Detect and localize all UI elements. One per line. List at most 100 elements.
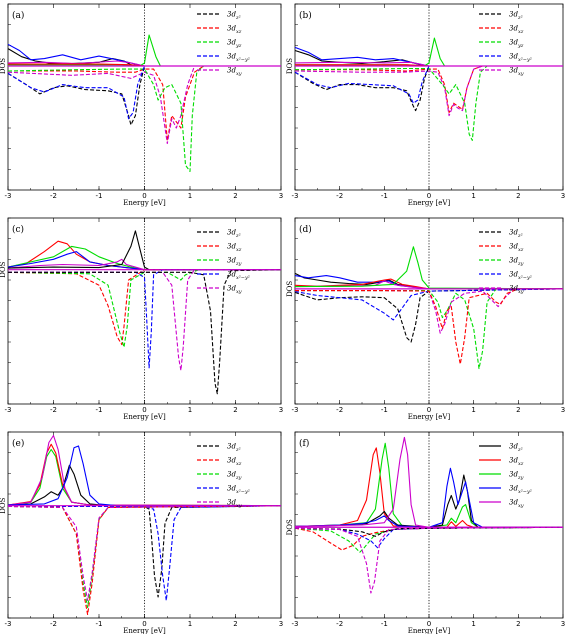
panel-a: -3 -2 -1 0 1 2 3 Energy [eV] DOS (a) 3dz² 3dxz 3dyz 3… bbox=[0, 3, 283, 207]
x-tick-label: -1 bbox=[381, 192, 388, 200]
legend-label: 3dyz bbox=[227, 39, 242, 50]
legend-label: 3dz² bbox=[509, 443, 523, 454]
panel-label: (f) bbox=[299, 438, 309, 449]
dos-curve-up bbox=[294, 436, 563, 528]
dos-curve-down bbox=[294, 288, 564, 321]
x-tick-label: 0 bbox=[427, 620, 431, 628]
legend-label: 3dxy bbox=[227, 285, 242, 296]
dos-curve-down bbox=[294, 65, 563, 104]
x-tick-label: -2 bbox=[50, 192, 57, 200]
legend-label: 3dzy bbox=[227, 257, 242, 268]
x-tick-label: -2 bbox=[336, 192, 343, 200]
legend-label: 3dx²−y² bbox=[227, 53, 250, 64]
legend-label: 3dxy bbox=[509, 285, 524, 296]
x-tick-label: 2 bbox=[516, 620, 520, 628]
x-tick-label: 0 bbox=[427, 406, 431, 414]
x-tick-label: 1 bbox=[188, 192, 192, 200]
legend-label: 3dz² bbox=[509, 11, 523, 22]
x-axis-label: Energy [eV] bbox=[408, 627, 451, 634]
dos-curve-down bbox=[8, 505, 282, 602]
dos-curve-down bbox=[7, 505, 282, 609]
dos-curve-up bbox=[7, 258, 281, 271]
legend-label: 3dxz bbox=[509, 25, 524, 36]
legend-label: 3dz² bbox=[509, 229, 523, 240]
x-tick-label: 3 bbox=[279, 620, 283, 628]
legend-label: 3dxz bbox=[227, 243, 242, 254]
x-tick-label: -3 bbox=[292, 406, 299, 414]
x-axis-label: Energy [eV] bbox=[408, 199, 451, 207]
x-tick-label: -1 bbox=[381, 620, 388, 628]
panel-label: (c) bbox=[12, 224, 24, 235]
legend-label: 3dxz bbox=[509, 457, 524, 468]
legend-label: 3dxy bbox=[509, 499, 524, 510]
legend-label: 3dx²−y² bbox=[509, 53, 532, 64]
y-axis-label: DOS bbox=[0, 497, 7, 513]
x-tick-label: 1 bbox=[471, 192, 475, 200]
legend-label: 3dzy bbox=[509, 257, 524, 268]
x-tick-label: 3 bbox=[561, 620, 565, 628]
dos-curve-up bbox=[7, 434, 282, 507]
dos-curve-down bbox=[7, 65, 281, 172]
x-tick-label: 1 bbox=[471, 620, 475, 628]
dos-curve-up bbox=[7, 230, 281, 271]
legend-label: 3dxz bbox=[227, 457, 242, 468]
legend-label: 3dz² bbox=[227, 229, 241, 240]
legend-label: 3dxz bbox=[227, 25, 242, 36]
x-tick-label: 3 bbox=[279, 406, 283, 414]
legend-label: 3dxz bbox=[509, 243, 524, 254]
x-axis-label: Energy [eV] bbox=[123, 199, 166, 207]
x-tick-label: 0 bbox=[142, 406, 146, 414]
dos-curve-down bbox=[294, 65, 563, 141]
legend-label: 3dxy bbox=[227, 499, 242, 510]
x-tick-label: 0 bbox=[142, 192, 146, 200]
legend-label: 3dx²−y² bbox=[509, 271, 532, 282]
dos-curve-up bbox=[7, 251, 281, 271]
x-tick-label: -3 bbox=[5, 620, 12, 628]
panel-label: (a) bbox=[12, 10, 24, 21]
x-tick-label: 2 bbox=[233, 192, 237, 200]
x-tick-label: -3 bbox=[292, 620, 299, 628]
legend-label: 3dz² bbox=[227, 11, 241, 22]
legend-label: 3dzy bbox=[509, 471, 524, 482]
dos-curve-down bbox=[295, 288, 563, 365]
dos-curve-up bbox=[7, 464, 281, 507]
x-tick-label: -1 bbox=[381, 406, 388, 414]
x-axis-label: Energy [eV] bbox=[123, 627, 166, 634]
legend-label: 3dzy bbox=[227, 471, 242, 482]
x-tick-label: 3 bbox=[561, 406, 565, 414]
x-tick-label: 3 bbox=[279, 192, 283, 200]
dos-curve-down bbox=[7, 65, 281, 126]
y-axis-label: DOS bbox=[0, 58, 7, 74]
dos-curve-down bbox=[7, 505, 282, 602]
dos-curve-up bbox=[294, 467, 563, 528]
legend-label: 3dx²−y² bbox=[509, 485, 532, 496]
x-tick-label: 2 bbox=[233, 406, 237, 414]
dos-curve-down bbox=[7, 65, 281, 145]
dos-curve-down bbox=[7, 65, 281, 120]
y-axis-label: DOS bbox=[286, 58, 294, 74]
x-tick-label: -1 bbox=[96, 192, 103, 200]
y-axis-label: DOS bbox=[0, 261, 7, 277]
y-axis-label: DOS bbox=[286, 519, 294, 535]
x-tick-label: -2 bbox=[336, 620, 343, 628]
dos-curve-down bbox=[8, 269, 282, 395]
legend-label: 3dxy bbox=[227, 67, 242, 78]
x-axis-label: Energy [eV] bbox=[123, 413, 166, 421]
legend-label: 3dx²−y² bbox=[227, 271, 250, 282]
dos-curve-down bbox=[294, 288, 564, 343]
panel-b: -3 -2 -1 0 1 2 3 Energy [eV] DOS (b) 3dz² 3dxz 3dyz 3… bbox=[286, 3, 565, 207]
panel-label: (b) bbox=[299, 10, 312, 21]
x-tick-label: 2 bbox=[233, 620, 237, 628]
dos-curve-down bbox=[294, 526, 564, 537]
panel-f: -3 -2 -1 0 1 2 3 Energy [eV] DOS (f) 3dz² 3dxz 3dzy 3… bbox=[286, 431, 565, 634]
dos-curve-down bbox=[294, 526, 564, 594]
panel-c: -3 -2 -1 0 1 2 3 Energy [eV] DOS (c) 3dz² 3dxz 3dzy 3… bbox=[0, 217, 283, 421]
panel-label: (e) bbox=[12, 438, 24, 449]
dos-curve-up bbox=[294, 447, 563, 528]
x-tick-label: -2 bbox=[50, 620, 57, 628]
x-tick-label: 0 bbox=[427, 192, 431, 200]
x-tick-label: 1 bbox=[188, 406, 192, 414]
x-tick-label: -2 bbox=[336, 406, 343, 414]
dos-curve-down bbox=[294, 65, 563, 117]
